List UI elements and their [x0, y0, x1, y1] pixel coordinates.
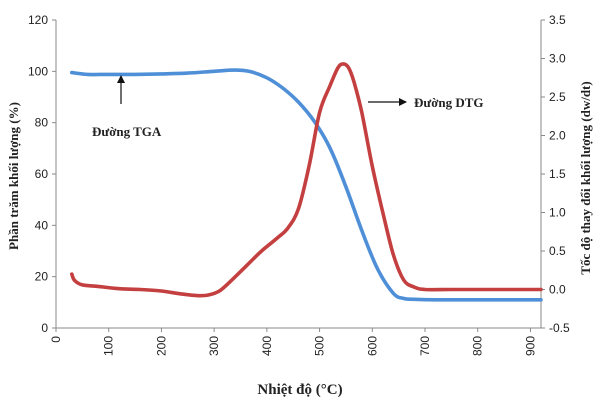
x-tick-label: 0	[49, 336, 63, 343]
annotation-dtg: Đường DTG	[368, 95, 484, 110]
axes	[52, 19, 545, 332]
x-tick-label: 800	[471, 336, 485, 356]
y-right-tick-label: 0.0	[549, 283, 566, 297]
x-tick-label: 400	[260, 336, 274, 356]
tga-series-line	[70, 68, 543, 302]
y-right-tick-label: 0.5	[549, 244, 566, 258]
y-left-tick-label: 100	[28, 64, 48, 78]
y-left-tick-label: 0	[41, 321, 48, 335]
x-tick-label: 300	[207, 336, 221, 356]
x-tick-label: 900	[523, 336, 537, 356]
y-left-tick-label: 60	[35, 167, 49, 181]
y-right-tick-label: 3.5	[549, 13, 566, 27]
y-left-axis-title: Phần trăm khối lượng (%)	[6, 102, 21, 250]
x-tick-label: 700	[418, 336, 432, 356]
x-tick-label: 600	[365, 336, 379, 356]
annotation-tga: Đường TGA	[92, 75, 162, 139]
x-tick-label: 200	[154, 336, 168, 356]
annotation-tga-label: Đường TGA	[92, 124, 162, 139]
x-tick-label: 100	[102, 336, 116, 356]
data-lines	[70, 62, 543, 302]
y-right-tick-label: 1.5	[549, 167, 566, 181]
tick-labels: 0 100 200 300 400 500 600 700 800 900 0 20 40 60 80 100…	[28, 13, 570, 356]
y-left-tick-label: 40	[35, 218, 49, 232]
y-right-tick-label: -0.5	[549, 321, 570, 335]
y-left-tick-label: 120	[28, 13, 48, 27]
y-left-tick-label: 20	[35, 270, 49, 284]
y-right-tick-label: 3.0	[549, 52, 566, 66]
x-tick-label: 500	[313, 336, 327, 356]
dtg-series-line	[70, 62, 543, 298]
y-left-tick-label: 80	[35, 116, 49, 130]
y-right-tick-label: 2.5	[549, 90, 566, 104]
y-right-tick-label: 2.0	[549, 129, 566, 143]
y-right-tick-label: 1.0	[549, 206, 566, 220]
y-right-axis-title: Tốc độ thay đổi khối lượng (dw/dt)	[578, 81, 593, 274]
x-axis-title: Nhiệt độ (°C)	[257, 382, 342, 398]
annotation-dtg-label: Đường DTG	[414, 95, 484, 110]
